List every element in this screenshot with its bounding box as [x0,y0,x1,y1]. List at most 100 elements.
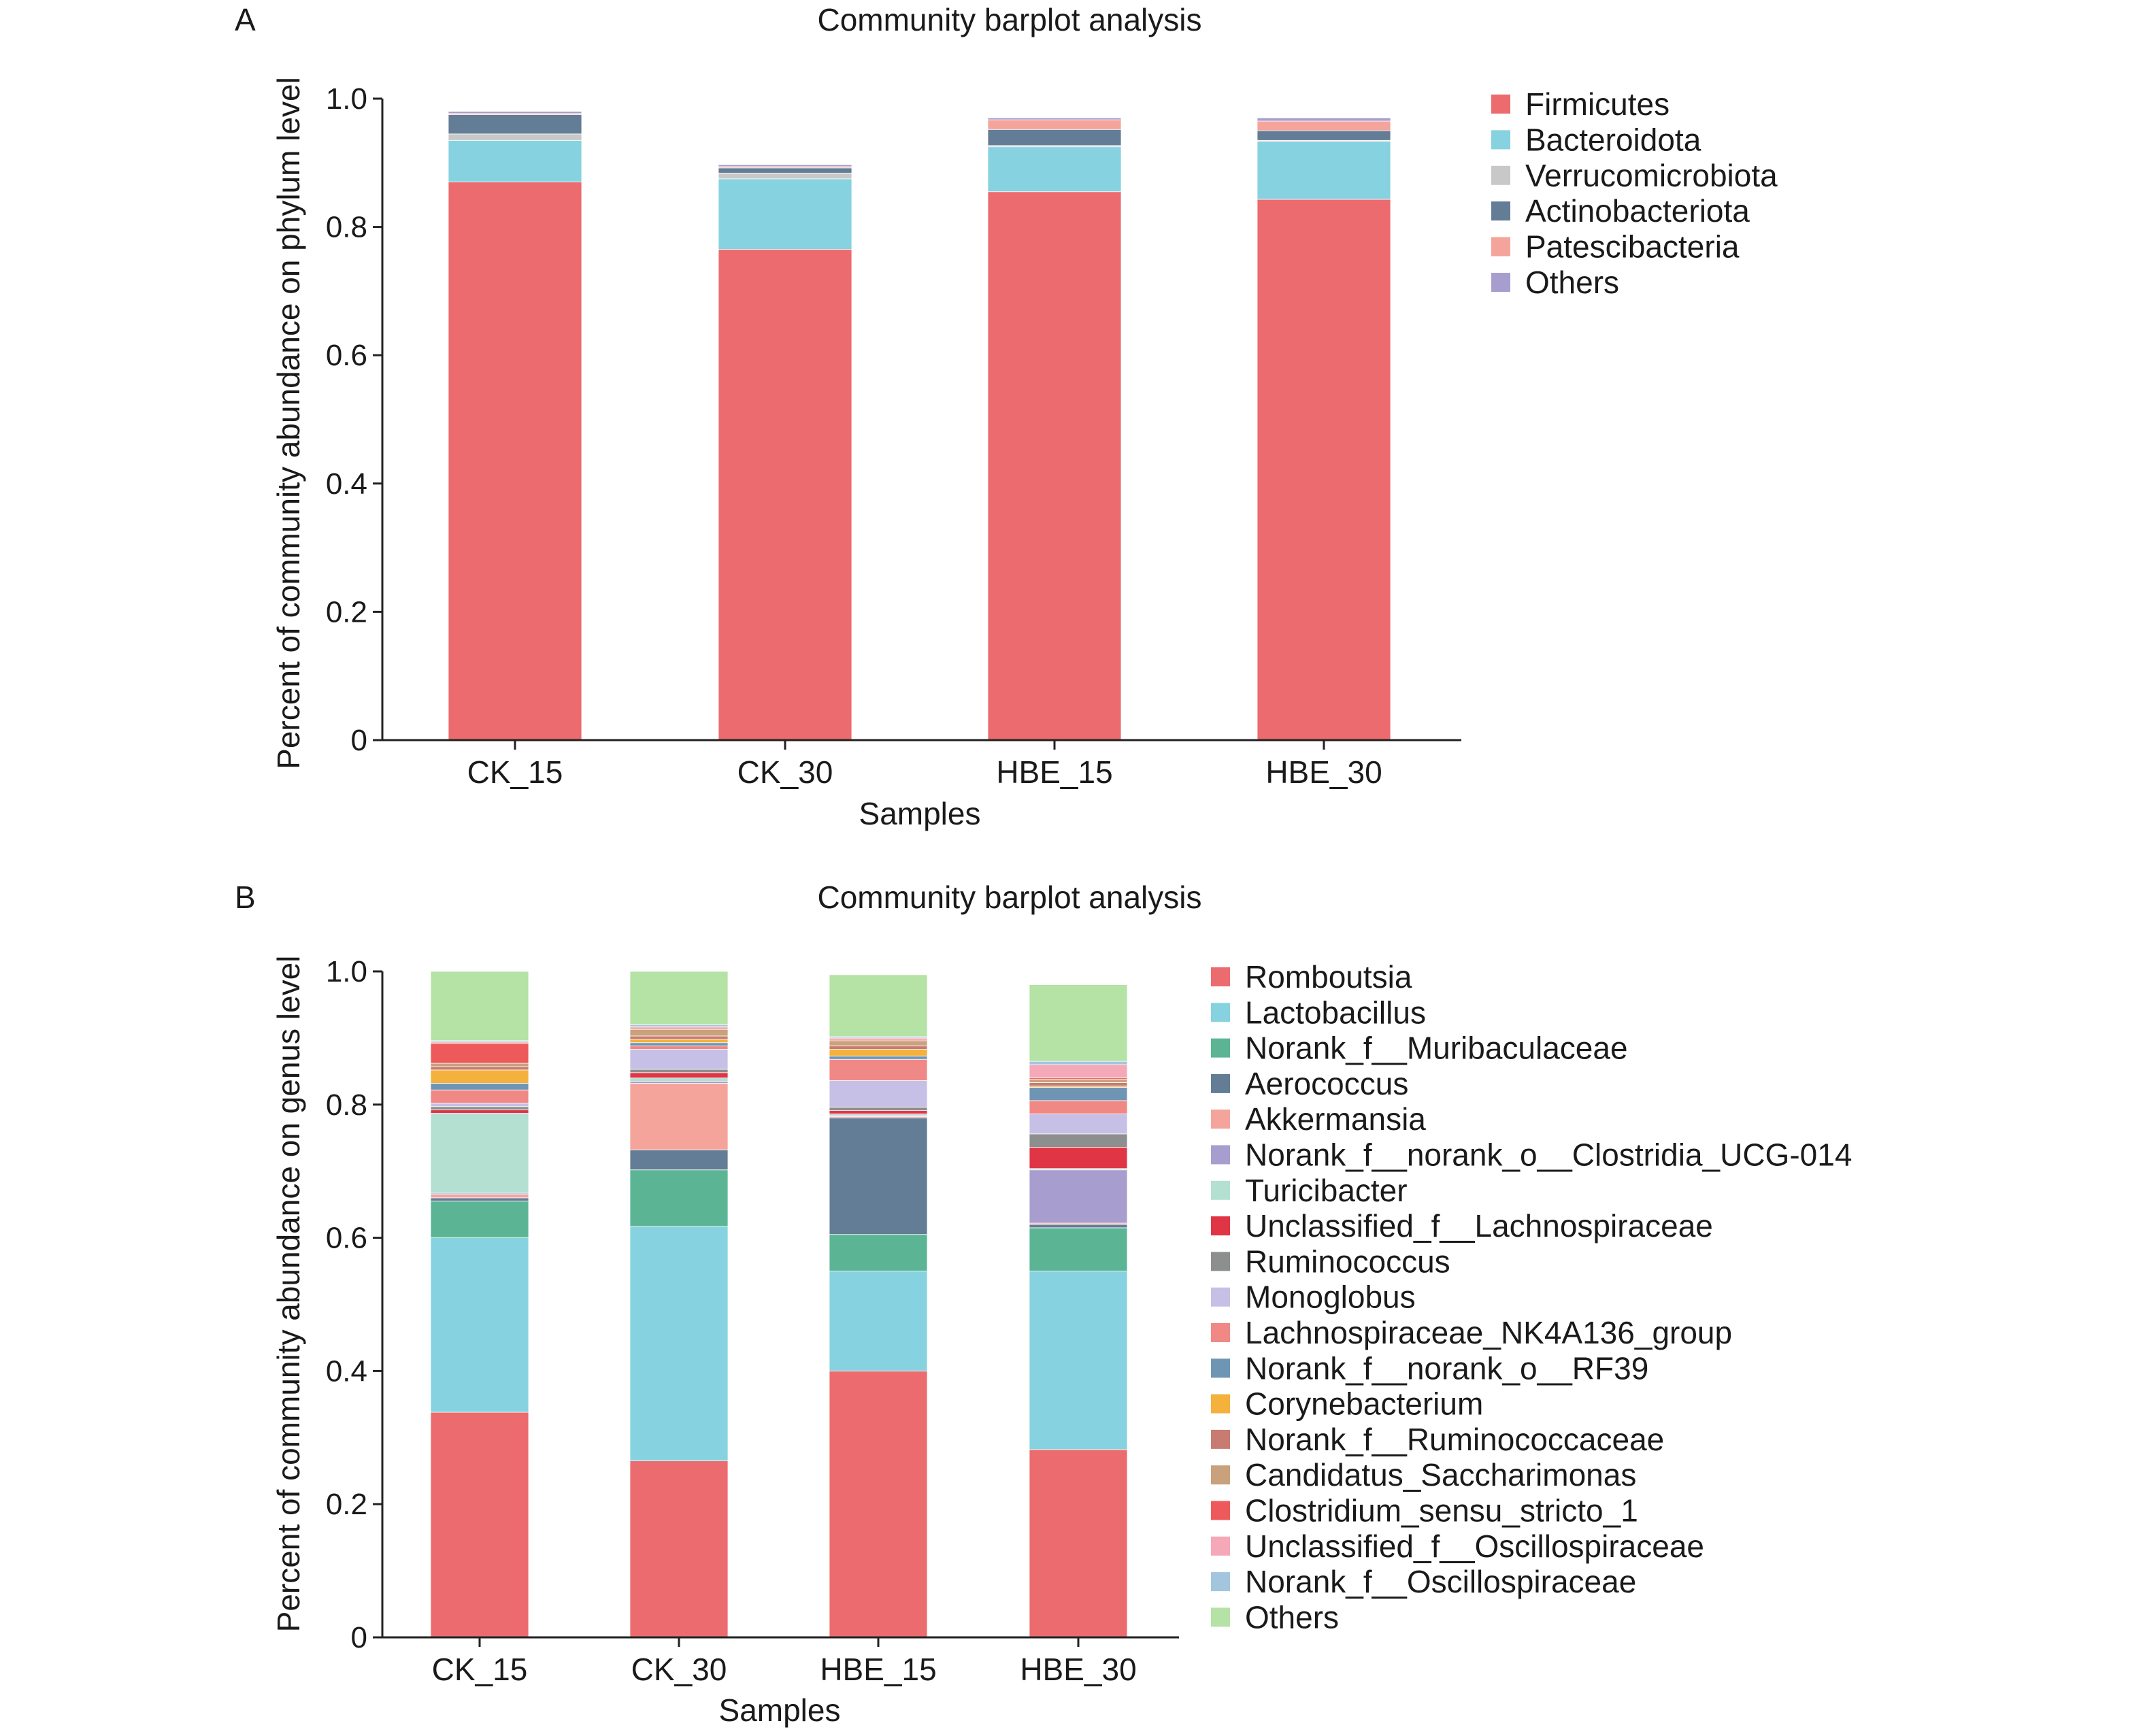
bar-hbe-15-norank-f-ruminococcaceae [829,1046,928,1050]
legend-label-others: Others [1525,265,1619,300]
legend-label-clostridium-sensu-stricto-1: Clostridium_sensu_stricto_1 [1245,1493,1638,1529]
legend-label-unclassified-f-lachnospiraceae: Unclassified_f__Lachnospiraceae [1245,1208,1713,1243]
bar-hbe-15-unclassified-f-lachnospiraceae [829,1110,928,1114]
bar-hbe-30-norank-f-oscillospiraceae [1029,1061,1128,1065]
bar-hbe-15-lactobacillus [829,1271,928,1371]
legend-swatch-norank-f-norank-o-clostridia-ucg-014 [1211,1145,1230,1165]
bar-ck-15-norank-f-norank-o-rf39 [430,1083,529,1090]
x-tick-label-ck-15: CK_15 [467,754,563,790]
panel-a-x-axis: CK_15 CK_30 HBE_15 HBE_30 [382,739,1461,790]
bar-ck-15-lactobacillus [430,1237,529,1413]
bar-hbe-15-candidatus-saccharimonas [829,1040,928,1047]
bar-hbe-15-aerococcus [829,1117,928,1235]
y-tick-label: 0.4 [326,1354,367,1388]
x-tick-label-ck-30: CK_30 [737,754,833,790]
bar-ck-30-norank-f-oscillospiraceae [629,1024,729,1027]
legend-label-verrucomicrobiota: Verrucomicrobiota [1525,158,1778,193]
bar-hbe-15-others [829,974,928,1037]
y-tick-label: 0.2 [326,1488,367,1521]
bar-ck-30-romboutsia [629,1460,729,1638]
bar-ck-30-norank-f-muribaculaceae [629,1169,729,1227]
legend-label-firmicutes: Firmicutes [1525,86,1669,122]
bar-ck-30-bacteroidota [718,178,852,250]
bar-hbe-15-others [987,117,1122,120]
bar-ck-30-firmicutes [718,249,852,741]
panel-letter-a: A [235,2,256,37]
bar-ck-30-turicibacter [629,1078,729,1082]
legend-swatch-norank-f-oscillospiraceae [1211,1572,1230,1592]
bar-hbe-30-norank-f-ruminococcaceae [1029,1082,1128,1086]
bar-hbe-15-monoglobus [829,1080,928,1108]
bar-hbe-30-firmicutes [1257,199,1391,741]
legend-swatch-norank-f-ruminococcaceae [1211,1429,1230,1449]
x-tick-label-hbe-30: HBE_30 [1020,1652,1136,1687]
panel-b-y-axis-label: Percent of community abundance on genus … [271,956,306,1633]
panel-b-legend: RomboutsiaLactobacillusNorank_f__Muribac… [1211,959,1852,1635]
bar-ck-15-unclassified-f-lachnospiraceae [430,1109,529,1114]
bar-hbe-30-lachnospiraceae-nk4a136-group [1029,1100,1128,1114]
bar-ck-30-norank-f-norank-o-clostridia-ucg-014 [629,1081,729,1084]
legend-label-monoglobus: Monoglobus [1245,1280,1416,1315]
legend-swatch-monoglobus [1211,1287,1230,1307]
panel-b-x-axis-label: Samples [719,1692,841,1728]
panel-b-x-axis: CK_15 CK_30 HBE_15 HBE_30 [382,1636,1179,1687]
bar-ck-30-actinobacteriota [718,167,852,173]
bar-hbe-30-bacteroidota [1257,141,1391,200]
legend-swatch-clostridium-sensu-stricto-1 [1211,1501,1230,1520]
y-tick-label: 1.0 [326,82,367,116]
legend-label-aerococcus: Aerococcus [1245,1066,1408,1101]
bar-hbe-15-romboutsia [829,1371,928,1638]
legend-swatch-firmicutes [1491,95,1510,114]
legend-label-bacteroidota: Bacteroidota [1525,122,1701,157]
bar-hbe-30-lactobacillus [1029,1271,1128,1450]
bar-ck-30-ruminococcus [629,1069,729,1073]
bar-ck-30-lachnospiraceae-nk4a136-group [629,1046,729,1050]
bar-ck-30-others [629,971,729,1025]
legend-label-corynebacterium: Corynebacterium [1245,1386,1483,1422]
bar-ck-15-verrucomicrobiota [448,133,582,141]
bar-ck-15-actinobacteriota [448,114,582,135]
y-tick-label: 0.2 [326,595,367,629]
x-tick-label-ck-15: CK_15 [432,1652,528,1687]
legend-label-norank-f-ruminococcaceae: Norank_f__Ruminococcaceae [1245,1422,1664,1457]
legend-swatch-lactobacillus [1211,1003,1230,1022]
panel-a-y-axis: 0 0.2 0.4 0.6 0.8 1.0 [326,82,384,757]
y-tick-label: 0.6 [326,1222,367,1255]
legend-label-norank-f-oscillospiraceae: Norank_f__Oscillospiraceae [1245,1564,1636,1599]
bar-ck-15-ruminococcus [430,1106,529,1111]
legend-swatch-corynebacterium [1211,1394,1230,1414]
legend-label-norank-f-muribaculaceae: Norank_f__Muribaculaceae [1245,1031,1628,1066]
legend-label-turicibacter: Turicibacter [1245,1173,1408,1208]
panel-a-legend: FirmicutesBacteroidotaVerrucomicrobiotaA… [1491,86,1778,300]
bar-ck-15-lachnospiraceae-nk4a136-group [430,1089,529,1104]
bar-hbe-15-actinobacteriota [987,129,1122,146]
legend-swatch-others [1491,273,1510,292]
panel-a-title: Community barplot analysis [817,2,1201,37]
bar-ck-15-turicibacter [430,1113,529,1194]
legend-swatch-others [1211,1607,1230,1627]
legend-label-lactobacillus: Lactobacillus [1245,995,1426,1030]
legend-swatch-aerococcus [1211,1073,1230,1093]
panel-letter-b: B [235,880,256,915]
legend-swatch-turicibacter [1211,1180,1230,1200]
legend-label-romboutsia: Romboutsia [1245,959,1412,995]
bar-hbe-30-candidatus-saccharimonas [1029,1079,1128,1083]
y-tick-label: 0.8 [326,211,367,244]
legend-label-candidatus-saccharimonas: Candidatus_Saccharimonas [1245,1457,1636,1492]
legend-swatch-patescibacteria [1491,237,1510,256]
bar-hbe-30-actinobacteriota [1257,130,1391,141]
y-tick-label: 0 [351,1621,367,1654]
bar-hbe-15-lachnospiraceae-nk4a136-group [829,1058,928,1081]
bar-ck-30-candidatus-saccharimonas [629,1029,729,1037]
legend-swatch-bacteroidota [1491,130,1510,150]
panel-a-x-axis-label: Samples [859,796,981,831]
legend-label-others: Others [1245,1599,1339,1635]
bar-ck-15-clostridium-sensu-stricto-1 [430,1043,529,1064]
bar-hbe-15-corynebacterium [829,1049,928,1056]
legend-swatch-norank-f-muribaculaceae [1211,1038,1230,1058]
bar-hbe-30-romboutsia [1029,1449,1128,1638]
panel-a-chart: A Community barplot analysis Samples Per… [235,2,1778,831]
legend-swatch-candidatus-saccharimonas [1211,1465,1230,1485]
panel-a-y-axis-label: Percent of community abundance on phylum… [271,77,306,769]
